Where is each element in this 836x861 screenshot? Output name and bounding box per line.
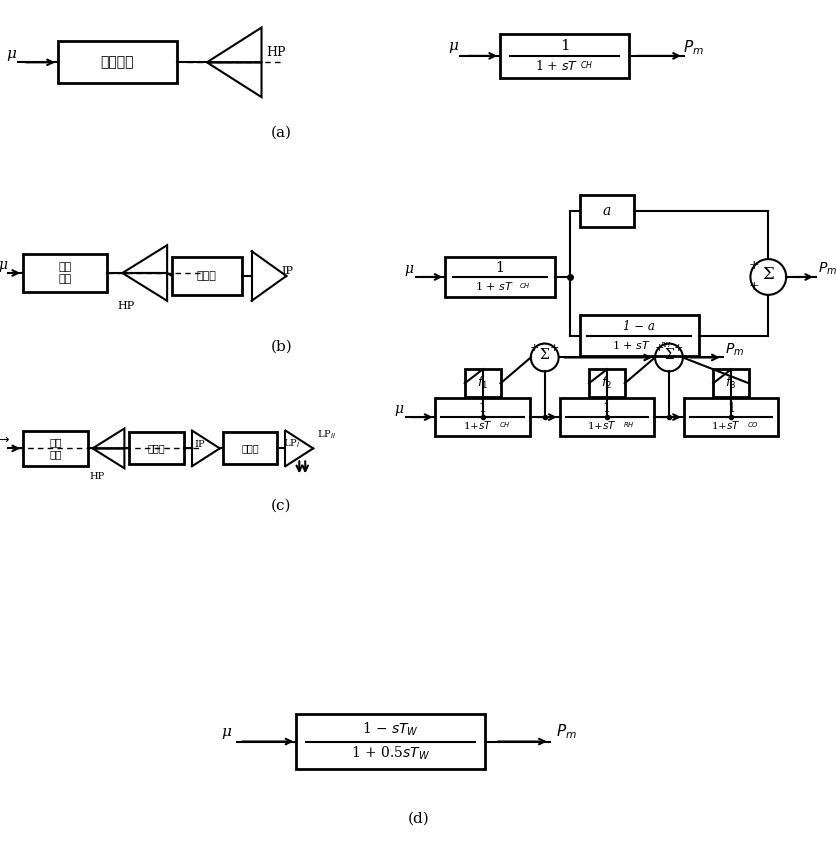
Bar [579, 315, 698, 356]
Bar [296, 715, 485, 769]
Text: $f_2$: $f_2$ [600, 375, 612, 392]
Bar [435, 398, 529, 436]
Text: $P_m$: $P_m$ [555, 722, 576, 741]
Text: 1+$sT$: 1+$sT$ [586, 419, 616, 431]
Text: $f_1$: $f_1$ [477, 375, 487, 392]
Text: LP$_I$: LP$_I$ [283, 437, 300, 449]
Bar [445, 257, 554, 297]
Text: +: + [748, 281, 759, 294]
Text: $P_m$: $P_m$ [682, 39, 703, 58]
Text: $P_m$: $P_m$ [818, 261, 836, 277]
Text: 蒸汽
容积: 蒸汽 容积 [59, 263, 72, 284]
Text: $_{RH}$: $_{RH}$ [622, 420, 634, 430]
Text: $f_3$: $f_3$ [725, 375, 736, 392]
Text: IP: IP [194, 440, 204, 449]
Text: μ: μ [6, 47, 16, 61]
Text: (a): (a) [271, 126, 292, 139]
Bar [172, 257, 242, 294]
Bar [130, 432, 184, 464]
Text: +: + [549, 343, 558, 352]
Text: +: + [673, 343, 683, 352]
Text: 再热器: 再热器 [196, 271, 217, 281]
Text: 1 − $sT_W$: 1 − $sT_W$ [362, 721, 419, 738]
Text: μ: μ [394, 402, 403, 416]
Bar [499, 34, 629, 78]
Bar [579, 195, 634, 227]
Text: $_{RH}$: $_{RH}$ [660, 340, 671, 350]
Text: 1 + $sT$: 1 + $sT$ [534, 59, 578, 72]
Text: IP: IP [281, 266, 293, 276]
Text: +: + [748, 258, 759, 271]
Text: HP: HP [117, 300, 135, 311]
Bar [589, 369, 624, 397]
Text: (c): (c) [271, 499, 291, 512]
Text: a: a [602, 204, 610, 219]
Bar [58, 41, 177, 84]
Text: LP$_{II}$: LP$_{II}$ [317, 428, 336, 441]
Text: 蒸汽
容积: 蒸汽 容积 [49, 437, 62, 459]
Text: 1+$sT$: 1+$sT$ [462, 419, 492, 431]
Bar [23, 431, 88, 466]
Text: 1: 1 [559, 39, 568, 53]
Text: 1: 1 [726, 402, 734, 415]
Text: Σ: Σ [663, 349, 673, 362]
Text: $_{CH}$: $_{CH}$ [579, 59, 593, 72]
Text: Σ: Σ [539, 349, 549, 362]
Text: →: → [0, 434, 8, 447]
Text: $P_m$: $P_m$ [724, 341, 743, 357]
Text: μ: μ [404, 262, 413, 276]
Text: $_{CO}$: $_{CO}$ [746, 420, 758, 430]
Text: μ: μ [448, 39, 457, 53]
Text: 1 − a: 1 − a [623, 320, 655, 333]
Text: $_{CH}$: $_{CH}$ [498, 420, 510, 430]
Bar [712, 369, 748, 397]
Text: 1 + $sT$: 1 + $sT$ [474, 280, 512, 292]
Text: HP: HP [266, 46, 286, 59]
Text: 1: 1 [495, 261, 504, 276]
Bar [559, 398, 653, 436]
Bar [683, 398, 777, 436]
Text: +: + [654, 343, 663, 352]
Text: μ: μ [222, 725, 232, 739]
Text: 1 + 0.5$sT_W$: 1 + 0.5$sT_W$ [351, 745, 430, 762]
Text: $_{CH}$: $_{CH}$ [518, 281, 530, 290]
Text: 1+$sT$: 1+$sT$ [711, 419, 740, 431]
Text: 再换管: 再换管 [241, 443, 258, 454]
Text: 蒸汽容积: 蒸汽容积 [100, 55, 134, 70]
Bar [222, 432, 277, 464]
Text: 1: 1 [478, 402, 486, 415]
Text: +: + [529, 343, 539, 352]
Text: 再热器: 再热器 [148, 443, 166, 454]
Bar [23, 254, 107, 292]
Text: μ: μ [0, 258, 8, 272]
Text: HP: HP [89, 472, 104, 481]
Bar [464, 369, 500, 397]
Text: 1 + $sT$: 1 + $sT$ [611, 338, 650, 350]
Text: Σ: Σ [762, 267, 773, 283]
Text: 1: 1 [602, 402, 610, 415]
Text: (b): (b) [270, 339, 292, 354]
Text: (d): (d) [407, 812, 429, 826]
